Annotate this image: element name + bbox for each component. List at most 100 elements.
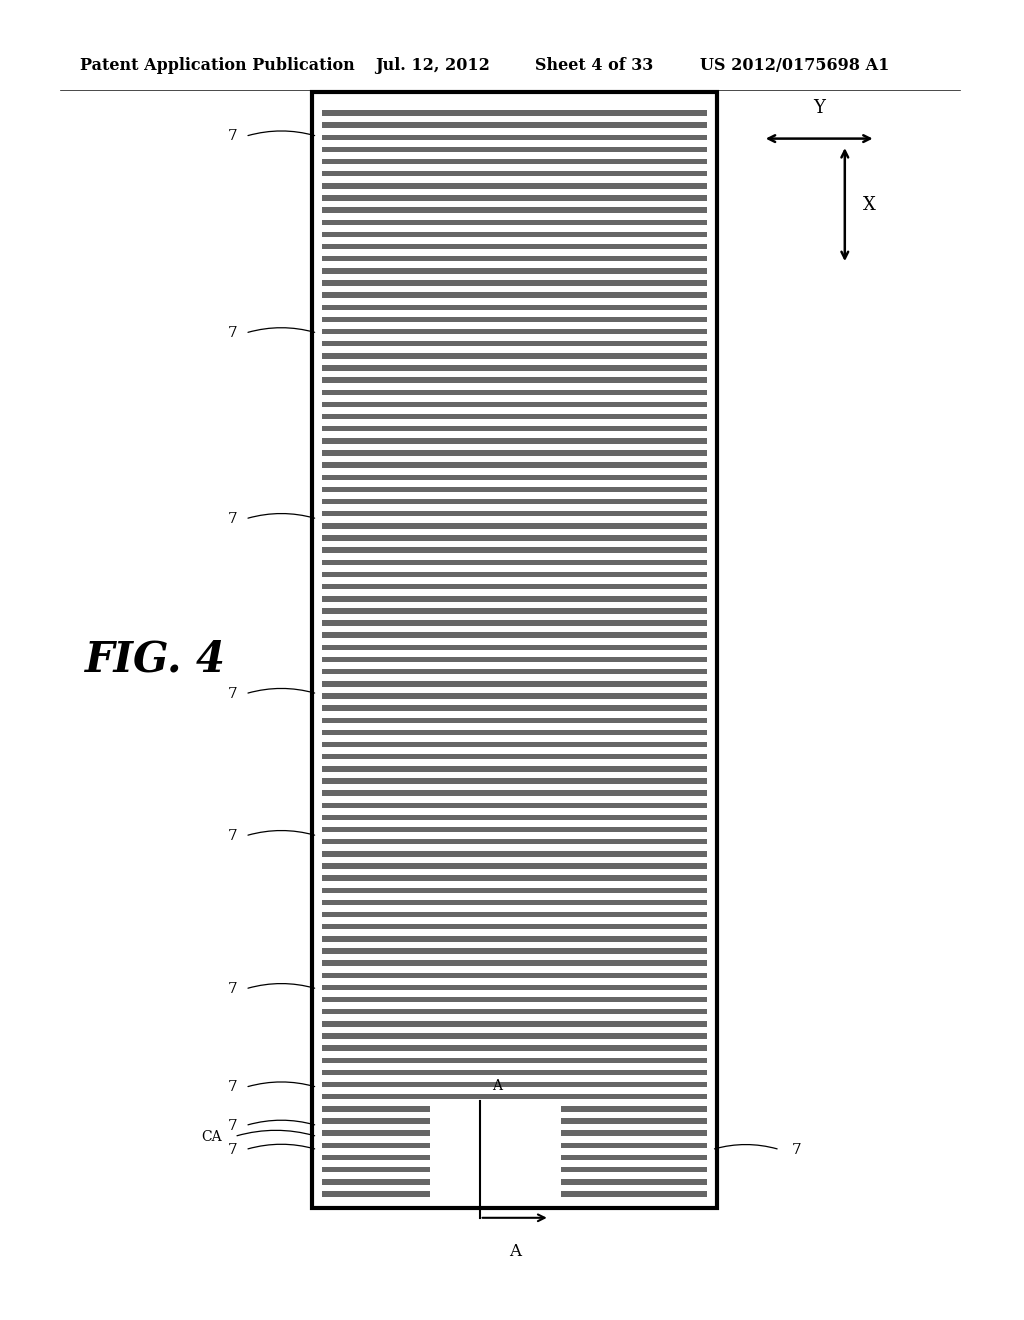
Text: A: A bbox=[509, 1243, 520, 1259]
Text: CA: CA bbox=[202, 1130, 222, 1143]
Text: 7: 7 bbox=[227, 512, 238, 525]
Bar bbox=[323, 123, 707, 128]
Bar bbox=[323, 948, 707, 954]
Bar bbox=[323, 572, 707, 577]
Bar bbox=[323, 620, 707, 626]
Bar bbox=[323, 669, 707, 675]
Bar bbox=[323, 232, 707, 238]
Bar bbox=[323, 147, 707, 152]
Bar bbox=[561, 1106, 707, 1111]
Text: 7: 7 bbox=[227, 1080, 238, 1094]
Text: Y: Y bbox=[813, 99, 825, 116]
Bar bbox=[323, 875, 707, 880]
Bar bbox=[323, 912, 707, 917]
Bar bbox=[323, 1057, 707, 1063]
Text: 7: 7 bbox=[792, 1143, 802, 1156]
Bar bbox=[323, 681, 707, 686]
Bar bbox=[323, 401, 707, 407]
Bar bbox=[323, 705, 707, 711]
Bar bbox=[323, 511, 707, 516]
Bar bbox=[323, 900, 707, 906]
Text: 7: 7 bbox=[227, 1118, 238, 1133]
Text: Sheet 4 of 33: Sheet 4 of 33 bbox=[535, 57, 653, 74]
Bar bbox=[323, 1008, 707, 1015]
Bar bbox=[323, 195, 707, 201]
Bar bbox=[323, 293, 707, 298]
Bar bbox=[323, 172, 707, 177]
Bar bbox=[561, 1143, 707, 1148]
Bar bbox=[323, 644, 707, 651]
Bar bbox=[323, 536, 707, 541]
Bar bbox=[323, 548, 707, 553]
Bar bbox=[323, 730, 707, 735]
Bar bbox=[323, 1179, 430, 1184]
Text: Patent Application Publication: Patent Application Publication bbox=[80, 57, 354, 74]
Bar bbox=[323, 426, 707, 432]
Bar bbox=[323, 814, 707, 820]
Bar bbox=[323, 523, 707, 528]
Bar bbox=[323, 462, 707, 467]
Bar bbox=[323, 450, 707, 455]
Bar bbox=[323, 366, 707, 371]
Bar bbox=[323, 305, 707, 310]
Bar bbox=[323, 1191, 430, 1197]
Bar bbox=[323, 1022, 707, 1027]
Bar bbox=[323, 754, 707, 759]
Bar bbox=[323, 207, 707, 213]
Bar bbox=[323, 1094, 707, 1100]
Bar bbox=[323, 414, 707, 420]
Bar bbox=[323, 268, 707, 273]
Text: 7: 7 bbox=[227, 686, 238, 701]
Bar bbox=[323, 997, 707, 1002]
Bar bbox=[323, 924, 707, 929]
Bar bbox=[323, 840, 707, 845]
Bar bbox=[323, 718, 707, 723]
Bar bbox=[323, 693, 707, 698]
Bar bbox=[323, 1118, 430, 1123]
Bar bbox=[323, 487, 707, 492]
Bar bbox=[323, 1045, 707, 1051]
Text: 7: 7 bbox=[227, 829, 238, 843]
Bar bbox=[323, 1106, 430, 1111]
Bar bbox=[323, 887, 707, 894]
Bar bbox=[561, 1130, 707, 1137]
Text: A: A bbox=[492, 1080, 502, 1093]
Text: FIG. 4: FIG. 4 bbox=[85, 639, 225, 681]
Bar bbox=[323, 183, 707, 189]
Bar bbox=[323, 791, 707, 796]
Bar bbox=[323, 256, 707, 261]
Bar bbox=[323, 1167, 430, 1172]
Bar bbox=[323, 111, 707, 116]
Bar bbox=[323, 936, 707, 941]
Bar bbox=[323, 597, 707, 602]
Bar bbox=[323, 826, 707, 833]
Bar bbox=[323, 851, 707, 857]
Bar bbox=[323, 329, 707, 334]
Bar bbox=[323, 1130, 430, 1137]
Bar bbox=[323, 1069, 707, 1076]
Bar bbox=[323, 354, 707, 359]
Text: Jul. 12, 2012: Jul. 12, 2012 bbox=[375, 57, 489, 74]
Bar bbox=[323, 803, 707, 808]
Bar bbox=[323, 742, 707, 747]
Text: 7: 7 bbox=[227, 326, 238, 341]
Bar bbox=[323, 280, 707, 285]
Bar bbox=[323, 244, 707, 249]
Bar bbox=[323, 317, 707, 322]
Bar bbox=[323, 657, 707, 663]
Bar bbox=[323, 1143, 430, 1148]
Bar bbox=[323, 341, 707, 346]
Bar bbox=[561, 1179, 707, 1184]
Bar bbox=[323, 135, 707, 140]
Bar bbox=[323, 583, 707, 589]
Bar bbox=[323, 779, 707, 784]
Bar bbox=[323, 973, 707, 978]
Bar bbox=[323, 475, 707, 480]
Text: 7: 7 bbox=[227, 1143, 238, 1156]
Bar bbox=[323, 389, 707, 395]
Text: 7: 7 bbox=[227, 129, 238, 144]
Bar bbox=[323, 560, 707, 565]
Bar bbox=[323, 632, 707, 638]
Bar bbox=[323, 378, 707, 383]
Bar bbox=[323, 609, 707, 614]
